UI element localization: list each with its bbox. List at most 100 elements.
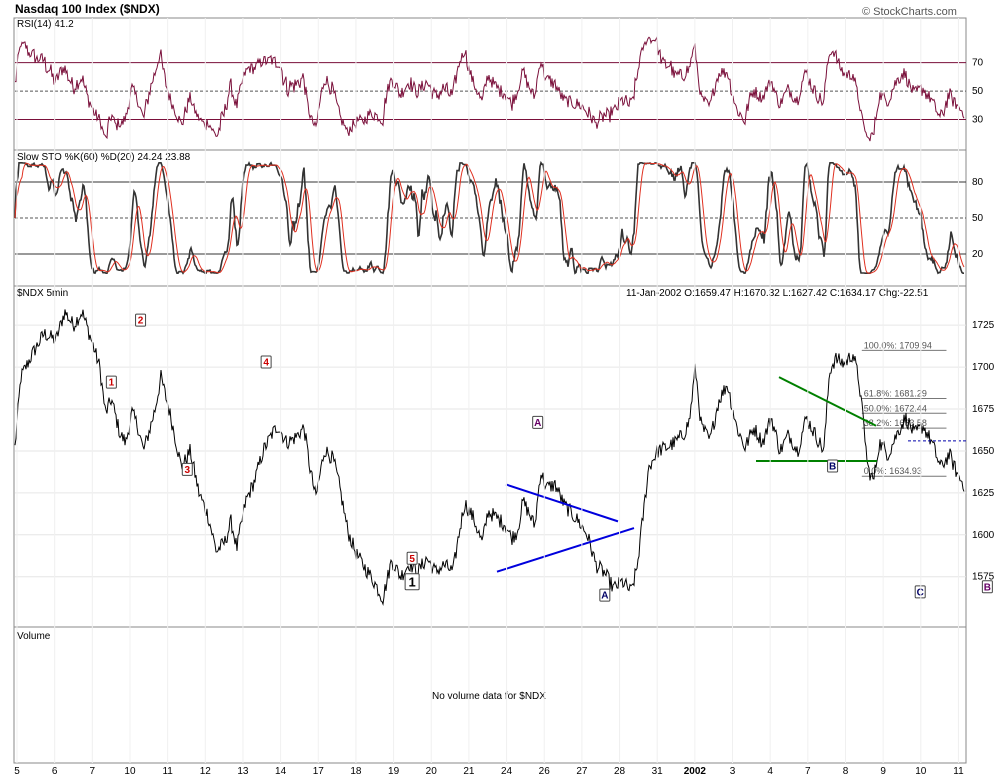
fib-label: 50.0%: 1672.44 [864, 403, 927, 413]
price-panel [13, 285, 967, 628]
x-tick-label: 9 [880, 766, 886, 777]
fib-label: 61.8%: 1681.29 [864, 388, 927, 398]
rsi-tick-label: 50 [972, 86, 984, 97]
x-tick-label: 10 [124, 766, 136, 777]
wave-label-box [105, 375, 117, 389]
wave-label-purple: B [981, 580, 993, 594]
wave-label-box [404, 573, 420, 591]
rsi-tick-label: 70 [972, 58, 984, 69]
sto-series: 20 50 80 [14, 160, 984, 275]
x-tick-label: 17 [313, 766, 325, 777]
x-tick-label: 18 [350, 766, 362, 777]
x-tick-label: 13 [237, 766, 249, 777]
sto-d-line [14, 162, 965, 274]
rsi-panel [13, 17, 967, 151]
x-tick-label: 12 [200, 766, 212, 777]
wave-label-text: 1 [409, 574, 416, 589]
wave-label-box [406, 551, 418, 565]
no-volume-message: No volume data for $NDX [432, 691, 546, 702]
x-tick-label: 31 [652, 766, 664, 777]
x-tick-label: 21 [463, 766, 475, 777]
x-tick-label: 28 [614, 766, 626, 777]
price-tick-label: 1725 [972, 320, 995, 331]
annotations: 123451AABCBab2Cc1212 [105, 313, 993, 602]
wave-label-blue: C [914, 585, 926, 599]
wave-label-text: 2 [138, 316, 144, 327]
price-line [14, 309, 965, 607]
wave-label-text: C [917, 587, 924, 598]
rsi-label: RSI(14) 41.2 [17, 19, 74, 30]
price-tick-label: 1650 [972, 446, 995, 457]
volume-label: Volume [17, 631, 51, 642]
x-tick-label: 24 [501, 766, 513, 777]
wave-label-text: 1 [109, 378, 115, 389]
chart-title: Nasdaq 100 Index ($NDX) [15, 2, 160, 16]
sto-label: Slow STO %K(60) %D(20) 24.24 23.88 [17, 152, 191, 163]
sto-k-line [14, 160, 964, 275]
wave-label-box [914, 585, 926, 599]
x-tick-label: 26 [539, 766, 551, 777]
fib-label: 100.0%: 1709.94 [864, 340, 932, 350]
x-tick-label: 7 [805, 766, 811, 777]
x-tick-label: 5 [14, 766, 20, 777]
x-tick-label: 27 [576, 766, 588, 777]
wave-label-box [827, 459, 839, 473]
triangle-lower-line [496, 527, 635, 573]
x-tick-label: 3 [730, 766, 736, 777]
sto-tick-label: 50 [972, 213, 984, 224]
fib-label: 0.0%: 1634.93 [864, 466, 922, 476]
rsi-line [15, 35, 965, 142]
x-tick-label: 2002 [684, 766, 707, 777]
x-tick-label: 6 [52, 766, 58, 777]
wave-label-text: 5 [409, 554, 415, 565]
wave-label-box [135, 313, 147, 327]
wave-label-text: B [984, 582, 991, 593]
x-tick-label: 10 [915, 766, 927, 777]
x-tick-label: 4 [767, 766, 773, 777]
price-tick-label: 1700 [972, 362, 995, 373]
x-tick-label: 8 [843, 766, 849, 777]
wave-label-box [181, 462, 193, 476]
wave-label-box [532, 415, 544, 429]
wave-label-box [260, 355, 272, 369]
price-tick-label: 1675 [972, 404, 995, 415]
wave-label-purple: A [532, 415, 544, 429]
x-axis: 5 6 7 10 11 12 13 14 17 18 19 20 21 24 26 27 28 31 2002 3 4 7… [14, 18, 964, 777]
rsi-tick-label: 30 [972, 115, 984, 126]
x-tick-label: 14 [275, 766, 287, 777]
x-tick-label: 19 [388, 766, 400, 777]
price-label: $NDX 5min [17, 288, 68, 299]
rsi-series: 30 50 70 [15, 35, 984, 142]
x-tick-label: 7 [90, 766, 96, 777]
wave-label-red: 5 [406, 551, 418, 565]
wave-label-text: A [601, 591, 608, 602]
x-tick-label: 11 [162, 766, 173, 777]
price-series: 1575 1600 1625 1650 1675 1700 1725 100.0%: 1709… [14, 309, 995, 607]
price-tick-label: 1575 [972, 572, 995, 583]
wave-label-red: 3 [181, 462, 193, 476]
wave-label-big: 1 [404, 573, 420, 591]
price-tick-label: 1625 [972, 488, 995, 499]
wave-label-red: 4 [260, 355, 272, 369]
wave-label-red: 2 [135, 313, 147, 327]
wave-label-text: 3 [184, 465, 190, 476]
triangle-upper-line [505, 483, 619, 523]
wave-label-text: 4 [263, 358, 269, 369]
wave-label-red: 1 [105, 375, 117, 389]
wave-label-text: A [534, 418, 541, 429]
green-descending-line [778, 376, 877, 427]
x-tick-label: 11 [953, 766, 964, 777]
price-tick-label: 1600 [972, 530, 995, 541]
wave-label-blue: B [827, 459, 839, 473]
sto-tick-label: 20 [972, 249, 984, 260]
wave-label-blue: A [599, 588, 611, 602]
sto-tick-label: 80 [972, 177, 984, 188]
wave-label-box [599, 588, 611, 602]
wave-label-box [981, 580, 993, 594]
ohlc-label: 11-Jan-2002 O:1659.47 H:1670.32 L:1627.4… [626, 288, 929, 299]
x-tick-label: 20 [426, 766, 438, 777]
stockcharts-credit: © StockCharts.com [862, 6, 957, 18]
volume-panel [13, 626, 967, 764]
wave-label-text: B [829, 462, 836, 473]
